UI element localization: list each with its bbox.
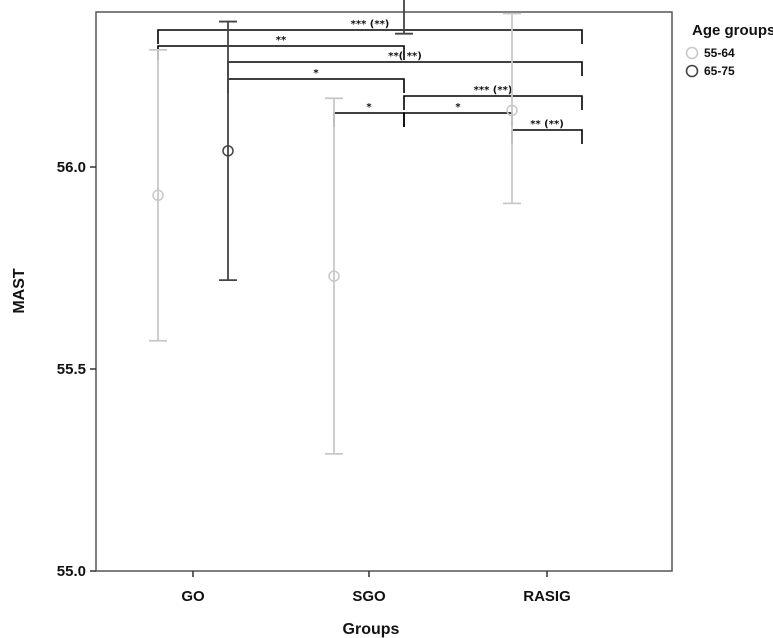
series-65-75 — [219, 0, 413, 282]
bracket-label: **( **) — [388, 51, 422, 62]
legend-title: Age groups — [692, 22, 773, 39]
legend: Age groups 55-64 65-75 — [685, 22, 773, 78]
mean-point — [506, 104, 518, 117]
x-axis-title: Groups — [343, 621, 400, 638]
significance-bracket: **( **) — [227, 51, 583, 76]
legend-label: 65-75 — [704, 64, 735, 78]
x-axis: GO SGO RASIG — [181, 571, 571, 605]
y-tick-label: 56.0 — [57, 159, 86, 176]
y-axis: 55.055.556.056.557.057.5 — [57, 159, 96, 580]
bracket-label: *** (**) — [474, 85, 513, 96]
mean-point — [152, 189, 164, 202]
mean-point — [328, 270, 340, 282]
bracket-label: ** — [276, 35, 287, 46]
series-layer — [149, 0, 521, 455]
mean-point — [222, 145, 234, 157]
series-55-64 — [149, 12, 521, 455]
plot-frame — [95, 11, 673, 572]
y-axis-title: MAST — [11, 268, 28, 314]
bracket-label: * — [366, 102, 372, 113]
x-tick-label: SGO — [352, 588, 386, 605]
legend-marker — [685, 46, 699, 60]
bracket-line — [157, 29, 583, 44]
significance-bracket: * — [227, 68, 405, 93]
bracket-label: * — [455, 102, 461, 113]
legend-label: 55-64 — [704, 46, 735, 60]
significance-bracket: ** (**) — [511, 119, 583, 144]
x-tick-label: GO — [181, 588, 205, 605]
bracket-line — [403, 95, 583, 110]
significance-bracket: * — [403, 102, 513, 127]
legend-marker — [685, 64, 699, 78]
legend-entry: 65-75 — [685, 64, 735, 78]
legend-entry: 55-64 — [685, 46, 735, 60]
bracket-line — [333, 112, 405, 127]
significance-brackets: *** (**)****( **)**** (**)* *** (**) — [157, 19, 583, 144]
significance-bracket: ** — [157, 35, 405, 60]
bracket-line — [403, 112, 513, 127]
significance-bracket: *** (**) — [157, 19, 583, 44]
x-tick-label: RASIG — [523, 588, 571, 605]
bracket-label: ** (**) — [530, 119, 564, 130]
bracket-line — [157, 45, 405, 60]
significance-bracket: * — [333, 102, 405, 127]
bracket-label: *** (**) — [351, 19, 390, 30]
bracket-line — [227, 61, 583, 76]
bracket-line — [511, 129, 583, 144]
y-tick-label: 55.0 — [57, 563, 86, 580]
y-tick-label: 55.5 — [57, 361, 86, 378]
significance-bracket: *** (**) — [403, 85, 583, 110]
bracket-label: * — [313, 68, 319, 79]
bracket-line — [227, 78, 405, 93]
